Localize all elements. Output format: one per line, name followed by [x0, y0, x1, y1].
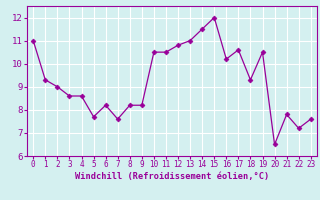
- X-axis label: Windchill (Refroidissement éolien,°C): Windchill (Refroidissement éolien,°C): [75, 172, 269, 181]
